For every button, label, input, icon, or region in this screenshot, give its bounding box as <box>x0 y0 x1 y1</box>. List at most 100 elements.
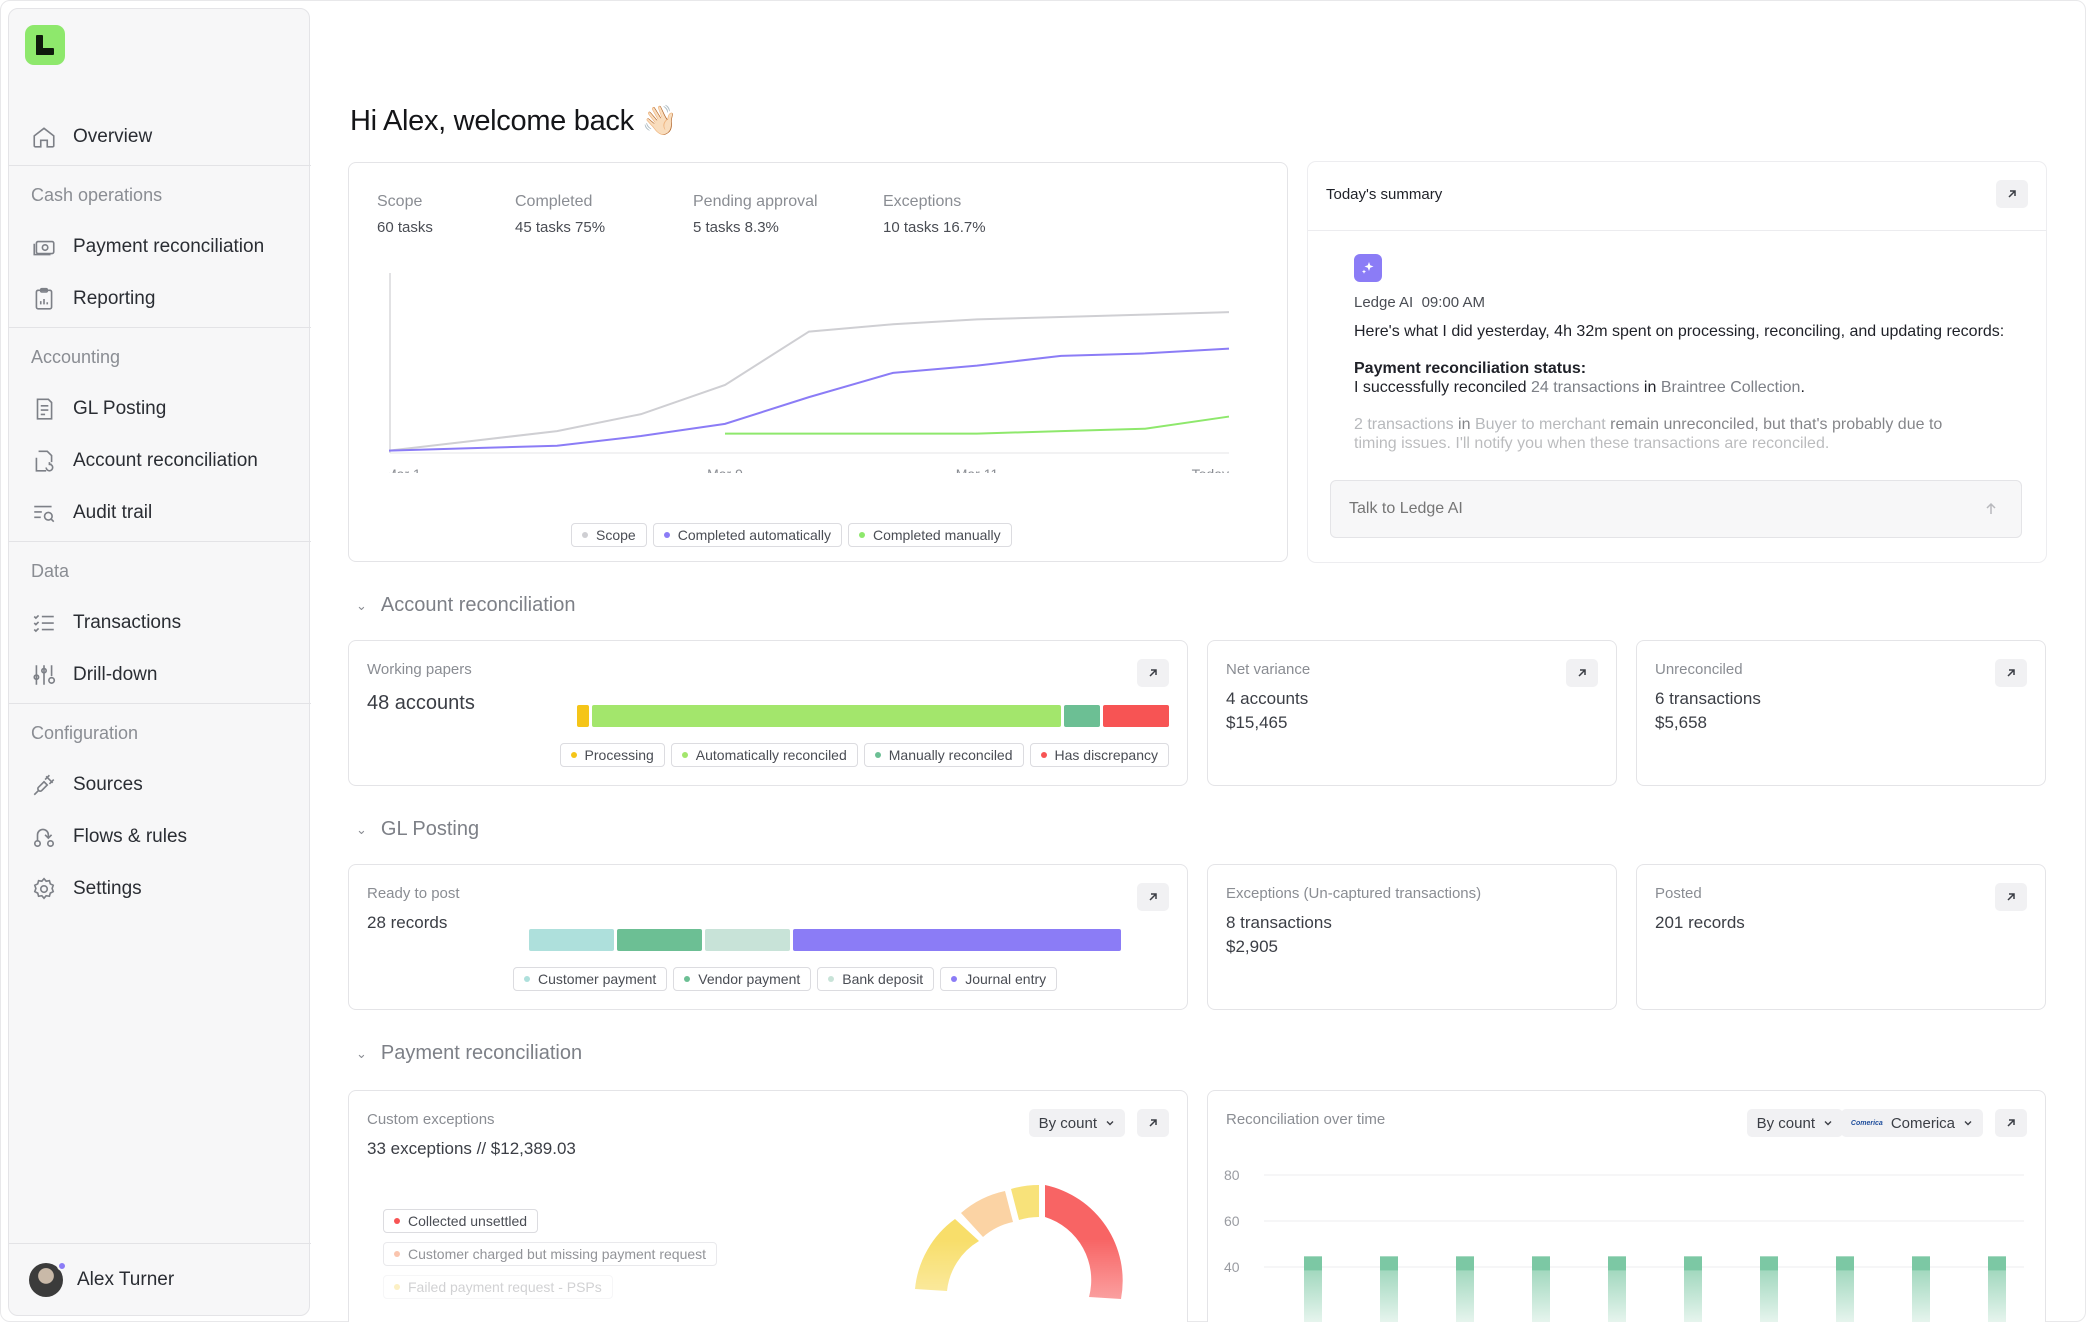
stat-completed: Completed 45 tasks 75% <box>515 193 605 236</box>
sidebar-item-gl-posting[interactable]: GL Posting <box>31 389 301 429</box>
send-arrow-icon[interactable] <box>1983 501 1999 517</box>
bar-1[interactable] <box>1304 1256 1322 1322</box>
section-payment-reconciliation[interactable]: ⌄ Payment reconciliation <box>356 1042 582 1065</box>
bar-7[interactable] <box>1760 1256 1778 1322</box>
progress-line-chart: Mar 1 Mar 9 Mar 11 Today <box>389 273 1230 473</box>
sidebar-item-reporting[interactable]: Reporting <box>31 279 301 319</box>
user-profile[interactable]: Alex Turner <box>29 1261 174 1297</box>
series-line-scope <box>389 311 1230 452</box>
expand-button[interactable] <box>1137 883 1169 911</box>
exception-item[interactable]: Customer charged but missing payment req… <box>383 1242 718 1266</box>
bar-segment-has-discrepancy[interactable] <box>1102 705 1169 727</box>
expand-button[interactable] <box>1137 1109 1169 1137</box>
legend-customer-payment[interactable]: Customer payment <box>513 967 668 991</box>
bar-6[interactable] <box>1684 1256 1702 1322</box>
legend-manually-reconciled[interactable]: Manually reconciled <box>863 743 1024 767</box>
arrow-up-right-icon <box>2007 669 2015 677</box>
arrow-up-right-icon <box>2007 1119 2015 1127</box>
working-papers-bar <box>577 705 1169 727</box>
count-select[interactable]: By count <box>1746 1109 1843 1137</box>
sidebar-item-drill-down[interactable]: Drill-down <box>31 655 301 695</box>
sidebar-item-label: Reporting <box>73 288 156 309</box>
bar-segment-manually-reconciled[interactable] <box>1063 705 1100 727</box>
sidebar-item-flows-rules[interactable]: Flows & rules <box>31 817 301 857</box>
expand-button[interactable] <box>1137 659 1169 687</box>
sidebar-item-overview[interactable]: Overview <box>31 117 301 157</box>
net-variance-card: Net variance 4 accounts $15,465 <box>1207 640 1617 786</box>
sidebar-item-payment-reconciliation[interactable]: Payment reconciliation <box>31 227 301 267</box>
legend-label: Vendor payment <box>698 971 801 987</box>
card-label: Net variance <box>1226 661 1311 678</box>
text: remain unreconciled, but that's probably… <box>1605 416 1943 433</box>
ledger-icon <box>36 398 53 420</box>
card-label: Working papers <box>367 661 472 678</box>
expand-button[interactable] <box>1995 1109 2027 1137</box>
summary-line-1: I successfully reconciled 24 transaction… <box>1354 378 2014 397</box>
bar-9[interactable] <box>1912 1256 1930 1322</box>
chat-input-box[interactable] <box>1330 480 2022 538</box>
section-account-reconciliation[interactable]: ⌄ Account reconciliation <box>356 594 575 617</box>
bar-10[interactable] <box>1988 1256 2006 1322</box>
bar-segment-customer-payment[interactable] <box>529 929 615 951</box>
select-value: By count <box>1038 1114 1097 1132</box>
sidebar-item-sources[interactable]: Sources <box>31 765 301 805</box>
unreconciled-card: Unreconciled 6 transactions $5,658 <box>1636 640 2046 786</box>
sidebar-item-transactions[interactable]: Transactions <box>31 603 301 643</box>
select-value: Comerica <box>1890 1114 1955 1132</box>
legend-label: Scope <box>596 527 636 543</box>
legend-completed-automatically[interactable]: Completed automatically <box>652 523 842 547</box>
legend-journal-entry[interactable]: Journal entry <box>940 967 1058 991</box>
gear-icon <box>33 877 55 900</box>
arrow-up-right-icon <box>2008 190 2016 198</box>
count-select[interactable]: By count <box>1028 1109 1125 1137</box>
sidebar-item-settings[interactable]: Settings <box>31 869 301 909</box>
exception-list: Collected unsettled Customer charged but… <box>383 1209 718 1299</box>
bar-segment-journal-entry[interactable] <box>793 929 1121 951</box>
bar-8[interactable] <box>1836 1256 1854 1322</box>
stat-value: 60 tasks <box>377 219 433 236</box>
expand-button[interactable] <box>1995 659 2027 687</box>
text: Braintree Collection <box>1660 379 1801 396</box>
list-check-icon <box>33 614 54 633</box>
bar-4[interactable] <box>1532 1256 1550 1322</box>
divider <box>1308 230 2046 231</box>
section-data: Data <box>31 561 70 581</box>
sidebar-item-account-reconciliation[interactable]: Account reconciliation <box>31 441 301 481</box>
bank-select[interactable]: Comerica Comerica <box>1840 1109 1983 1137</box>
legend-vendor-payment[interactable]: Vendor payment <box>673 967 812 991</box>
expand-button[interactable] <box>1566 659 1598 687</box>
legend-bank-deposit[interactable]: Bank deposit <box>817 967 935 991</box>
sidebar-item-label: Flows & rules <box>73 826 188 847</box>
summary-line-3: timing issues. I'll notify you when thes… <box>1354 435 1830 452</box>
plug-icon <box>33 774 55 796</box>
bar-segment-processing[interactable] <box>577 705 590 727</box>
bar-5[interactable] <box>1608 1256 1626 1322</box>
section-label: GL Posting <box>380 818 480 840</box>
legend-has-discrepancy[interactable]: Has discrepancy <box>1029 743 1169 767</box>
legend-completed-manually[interactable]: Completed manually <box>848 523 1012 547</box>
chat-input[interactable] <box>1349 497 1949 521</box>
exception-item[interactable]: Failed payment request - PSPs <box>383 1275 613 1299</box>
app-logo[interactable] <box>25 25 65 65</box>
stat-scope: Scope 60 tasks <box>377 193 433 236</box>
flow-icon <box>33 828 55 848</box>
bar-3[interactable] <box>1456 1256 1474 1322</box>
reconciliation-bar-chart: 80 60 40 <box>1224 1167 2024 1322</box>
text: in <box>1639 379 1661 396</box>
legend-scope[interactable]: Scope <box>571 523 647 547</box>
expand-button[interactable] <box>1996 180 2028 208</box>
legend-label: Bank deposit <box>842 971 924 987</box>
legend-processing[interactable]: Processing <box>559 743 665 767</box>
legend-automatically-reconciled[interactable]: Automatically reconciled <box>670 743 858 767</box>
y-tick-label: 40 <box>1224 1259 1240 1275</box>
bar-segment-vendor-payment[interactable] <box>617 929 703 951</box>
sidebar-item-audit-trail[interactable]: Audit trail <box>31 493 301 533</box>
section-gl-posting[interactable]: ⌄ GL Posting <box>356 818 479 841</box>
bar-2[interactable] <box>1380 1256 1398 1322</box>
summary-meta: Ledge AI 09:00 AM <box>1354 294 1485 311</box>
bar-segment-automatically-reconciled[interactable] <box>592 705 1061 727</box>
expand-button[interactable] <box>1995 883 2027 911</box>
exception-item[interactable]: Collected unsettled <box>383 1209 539 1233</box>
sidebar-item-label: Payment reconciliation <box>73 236 265 257</box>
bar-segment-bank-deposit[interactable] <box>705 929 791 951</box>
